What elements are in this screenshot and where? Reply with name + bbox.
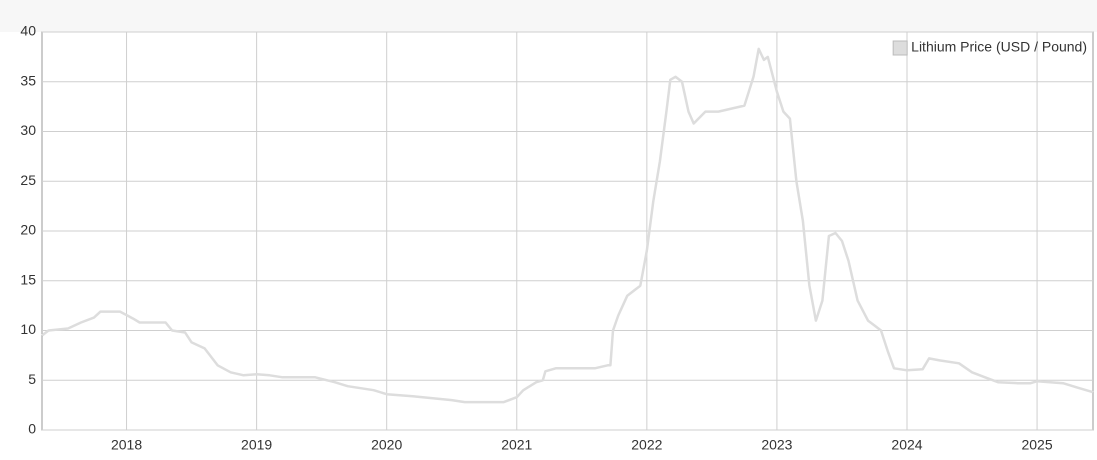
y-tick-label: 25: [20, 172, 36, 188]
line: [41, 47, 1094, 404]
y-tick-label: 5: [28, 371, 36, 387]
x-tick-label: 2018: [111, 437, 142, 453]
x-tick-label: 2025: [1021, 437, 1052, 453]
x-tick-label: 2023: [761, 437, 792, 453]
y-tick-label: 10: [20, 321, 36, 337]
x-tick-label: 2022: [631, 437, 662, 453]
x-tick-label: 2019: [241, 437, 272, 453]
x-tick-label: 2020: [371, 437, 402, 453]
x-tick-label: 2021: [501, 437, 532, 453]
legend-label: Lithium Price (USD / Pound): [911, 39, 1087, 55]
y-tick-label: 30: [20, 122, 36, 138]
y-tick-label: 0: [28, 421, 36, 437]
y-tick-label: 20: [20, 222, 36, 238]
y-tick-label: 40: [20, 23, 36, 39]
y-tick-label: 35: [20, 72, 36, 88]
x-tick-label: 2024: [891, 437, 922, 453]
legend-swatch: [892, 40, 908, 56]
top-strip: [0, 0, 1097, 32]
y-tick-label: 15: [20, 271, 36, 287]
